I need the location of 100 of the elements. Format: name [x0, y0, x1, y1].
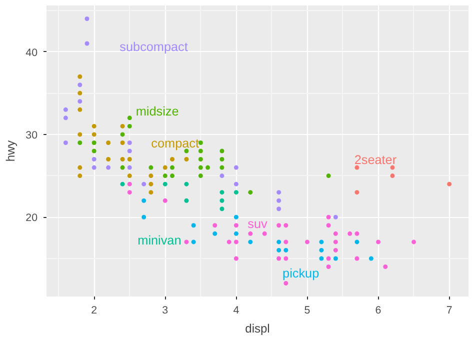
point [142, 182, 146, 186]
point [354, 190, 360, 195]
point [63, 107, 68, 112]
point [248, 240, 253, 244]
point [120, 140, 125, 145]
point [92, 165, 96, 170]
point [78, 174, 82, 178]
point [63, 140, 68, 145]
point [276, 190, 282, 195]
point [326, 264, 331, 269]
point [220, 165, 224, 170]
point [92, 140, 96, 145]
point [234, 240, 238, 244]
y-axis-title: hwy [4, 140, 18, 162]
point [127, 157, 132, 162]
point [220, 206, 224, 212]
point [63, 116, 68, 120]
point [84, 16, 90, 21]
point [78, 107, 82, 112]
point [276, 198, 282, 203]
point [304, 240, 310, 244]
point [234, 231, 238, 236]
point [226, 240, 232, 244]
point [284, 248, 288, 252]
point [276, 248, 282, 252]
point [284, 240, 288, 244]
point [127, 116, 132, 120]
point [368, 256, 374, 261]
point [354, 240, 360, 244]
point [326, 256, 331, 261]
point [326, 174, 331, 178]
x-tick-label: 3 [162, 304, 168, 316]
point [148, 174, 154, 178]
point [198, 157, 203, 162]
point [220, 190, 224, 195]
x-tick-label: 6 [375, 304, 382, 316]
point [106, 165, 111, 170]
series-label: suv [248, 216, 268, 231]
point [376, 240, 381, 244]
point [284, 223, 288, 228]
point [84, 41, 90, 46]
point [106, 140, 111, 145]
point [354, 256, 360, 261]
point [78, 99, 82, 104]
point [326, 223, 331, 228]
series-label: 2seater [354, 153, 397, 168]
point [220, 198, 224, 203]
point [333, 240, 338, 244]
point [120, 157, 125, 162]
point [120, 182, 125, 186]
point [191, 240, 196, 244]
y-tick-label: 20 [26, 212, 38, 224]
point [234, 182, 238, 186]
point [120, 165, 125, 170]
point [212, 223, 218, 228]
point [390, 165, 395, 170]
point [333, 214, 338, 220]
point [348, 231, 352, 236]
point [319, 240, 324, 244]
point [170, 157, 174, 162]
point [120, 132, 125, 137]
x-tick-label: 2 [91, 304, 98, 316]
point [78, 82, 82, 88]
point [212, 231, 218, 236]
point [127, 174, 132, 178]
point [234, 165, 238, 170]
point [170, 165, 174, 170]
point [383, 264, 388, 269]
point [78, 132, 82, 137]
point [127, 165, 132, 170]
point [198, 148, 203, 154]
point [142, 214, 146, 220]
point [333, 256, 338, 261]
point [198, 174, 203, 178]
point [326, 214, 331, 220]
point [354, 231, 360, 236]
point [120, 124, 125, 128]
point [220, 157, 224, 162]
point [284, 281, 288, 286]
point [234, 256, 238, 261]
point [234, 190, 238, 195]
point [319, 256, 324, 261]
point [148, 165, 154, 170]
point [106, 157, 111, 162]
point [447, 182, 452, 186]
point [142, 198, 146, 203]
x-tick-label: 4 [233, 304, 240, 316]
point [170, 174, 174, 178]
point [92, 124, 96, 128]
point [127, 148, 132, 154]
x-tick-label: 7 [446, 304, 452, 316]
point [412, 240, 416, 244]
point [354, 165, 360, 170]
point [276, 256, 282, 261]
point [262, 231, 267, 236]
point [78, 165, 82, 170]
point [333, 248, 338, 252]
point [78, 74, 82, 79]
point [276, 240, 282, 244]
point [184, 157, 189, 162]
